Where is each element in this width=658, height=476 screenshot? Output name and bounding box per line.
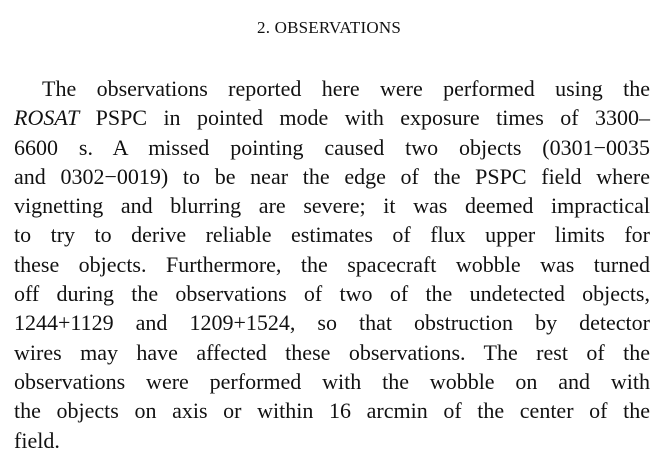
paragraph-line: observations were performed with the wob… (14, 367, 650, 396)
line-text: these objects. Furthermore, the spacecra… (14, 251, 650, 277)
line-text: the objects on axis or within 16 arcmin … (14, 398, 650, 424)
observations-paragraph: The observations reported here were perf… (14, 74, 650, 455)
paragraph-line: field. (14, 426, 650, 455)
italic-text: ROSAT (14, 105, 80, 131)
line-text: field. (14, 427, 60, 453)
line-text: PSPC in pointed mode with exposure times… (79, 105, 650, 131)
line-text: and 0302−0019) to be near the edge of th… (14, 163, 650, 189)
paragraph-line: and 0302−0019) to be near the edge of th… (14, 162, 650, 191)
line-text: to try to derive reliable estimates of f… (14, 222, 650, 248)
paragraph-line: The observations reported here were perf… (14, 74, 650, 103)
line-text: wires may have affected these observatio… (14, 339, 650, 365)
paragraph-line: the objects on axis or within 16 arcmin … (14, 396, 650, 425)
line-text: vignetting and blurring are severe; it w… (14, 193, 650, 219)
section-heading: 2. OBSERVATIONS (257, 18, 401, 37)
paragraph-line: 1244+1129 and 1209+1524, so that obstruc… (14, 308, 650, 337)
paragraph-line: wires may have affected these observatio… (14, 338, 650, 367)
line-text: off during the observations of two of th… (14, 281, 650, 307)
paragraph-line: ROSAT PSPC in pointed mode with exposure… (14, 103, 650, 132)
line-text: 6600 s. A missed pointing caused two obj… (14, 134, 650, 160)
paragraph-line: off during the observations of two of th… (14, 279, 650, 308)
paragraph-line: vignetting and blurring are severe; it w… (14, 191, 650, 220)
line-text: The observations reported here were perf… (42, 76, 650, 101)
line-text: observations were performed with the wob… (14, 368, 650, 394)
line-text: 1244+1129 and 1209+1524, so that obstruc… (14, 310, 650, 336)
paragraph-line: to try to derive reliable estimates of f… (14, 220, 650, 249)
paragraph-line: these objects. Furthermore, the spacecra… (14, 250, 650, 279)
paragraph-line: 6600 s. A missed pointing caused two obj… (14, 133, 650, 162)
